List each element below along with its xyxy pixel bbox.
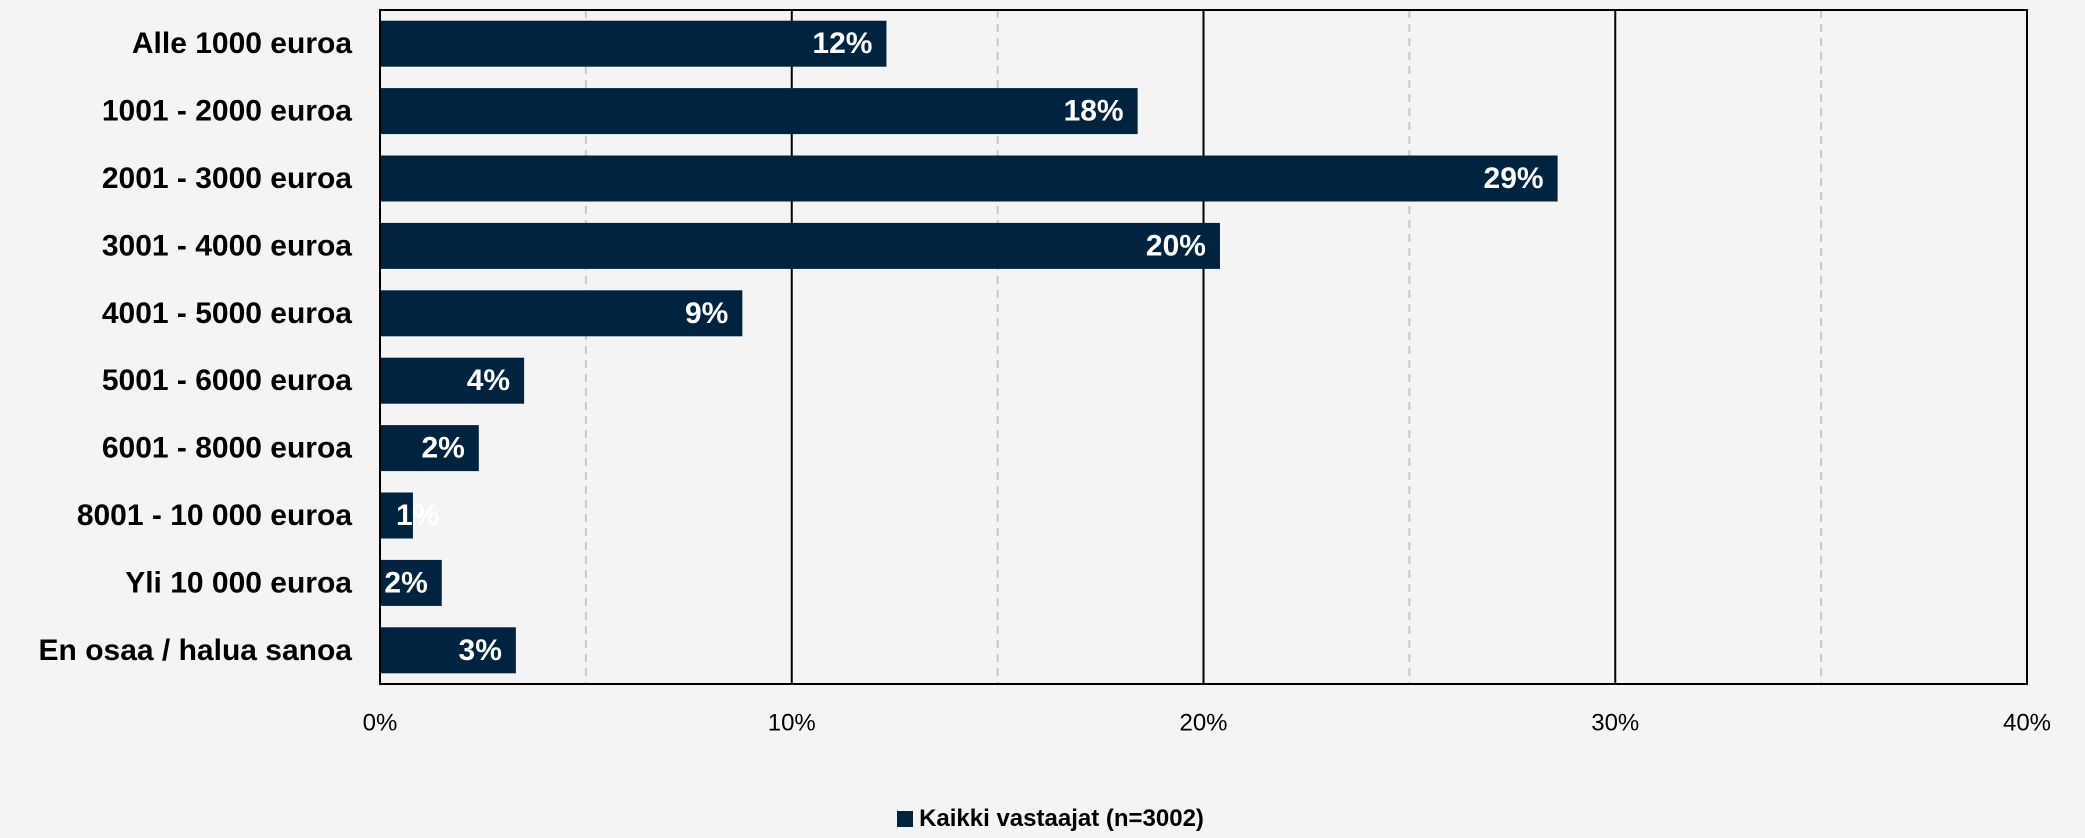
category-label: 2001 - 3000 euroa [102,162,352,195]
category-label: 6001 - 8000 euroa [102,432,352,465]
data-label: 4% [467,364,510,397]
category-label: 3001 - 4000 euroa [102,229,352,262]
bar [380,222,1220,269]
category-label: 4001 - 5000 euroa [102,297,352,330]
bar [380,20,887,67]
category-label: Alle 1000 euroa [132,27,352,60]
legend-swatch [897,811,914,827]
data-label: 3% [459,634,502,667]
bar [380,627,516,674]
x-tick-label: 0% [363,710,398,737]
bar [380,88,1138,135]
bar [380,425,479,472]
data-labels: 12% 18% 29% 20% 9% 4% 2% 1% 2% 3% [384,27,1543,667]
x-axis-ticks: 0% 10% 20% 30% 40% [363,710,2051,737]
bar [380,559,442,606]
bars [380,20,1558,674]
bar [380,492,413,539]
x-tick-label: 40% [2003,710,2051,737]
category-label: En osaa / halua sanoa [39,634,353,667]
bar [380,357,525,404]
bar [380,155,1558,202]
category-label: Yli 10 000 euroa [125,566,352,599]
legend: Kaikki vastaajat (n=3002) [0,805,2085,833]
data-label: 2% [384,566,427,599]
bar [380,290,743,337]
category-label: 5001 - 6000 euroa [102,364,352,397]
x-tick-label: 10% [768,710,816,737]
category-labels: Alle 1000 euroa 1001 - 2000 euroa 2001 - 3… [39,27,353,667]
plot-area-border [379,9,2028,685]
x-tick-label: 30% [1591,710,1639,737]
data-label: 9% [685,297,728,330]
x-tick-label: 20% [1179,710,1227,737]
data-label: 18% [1064,95,1124,128]
category-label: 8001 - 10 000 euroa [77,499,353,532]
data-label: 20% [1146,229,1206,262]
legend-label: Kaikki vastaajat (n=3002) [919,805,1204,832]
data-label: 2% [421,432,464,465]
data-label: 12% [812,27,872,60]
data-label: 29% [1484,162,1544,195]
data-label: 1% [396,499,439,532]
category-label: 1001 - 2000 euroa [102,95,352,128]
